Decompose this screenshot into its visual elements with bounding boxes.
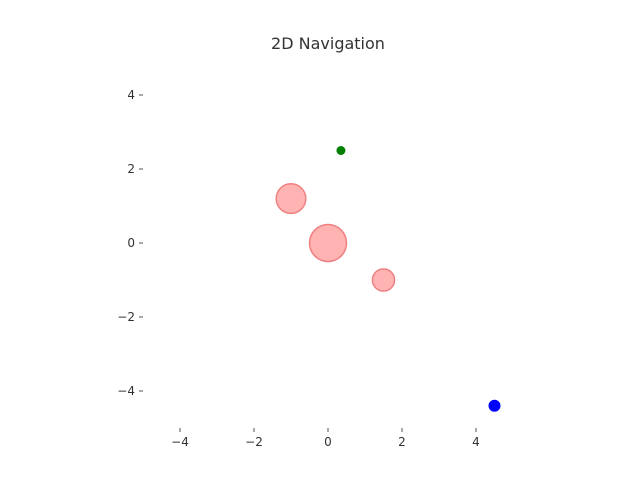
obstacle-marker — [308, 223, 348, 263]
y-tick-label: 4 — [127, 88, 135, 102]
plot-area: −4 −2 0 2 4 −4 −2 0 2 4 — [117, 88, 501, 449]
goal-marker — [336, 146, 346, 155]
chart-title: 2D Navigation — [271, 34, 385, 53]
y-tick-label: 0 — [127, 236, 135, 250]
agent-marker — [488, 399, 501, 412]
x-tick-label: −4 — [171, 435, 189, 449]
x-tick-label: 0 — [324, 435, 332, 449]
y-tick-label: −4 — [117, 384, 135, 398]
obstacle-marker — [275, 183, 307, 215]
y-tick-label: 2 — [127, 162, 135, 176]
x-tick-label: −2 — [245, 435, 263, 449]
obstacle-marker — [371, 268, 396, 292]
y-tick-label: −2 — [117, 310, 135, 324]
x-tick-label: 4 — [472, 435, 480, 449]
x-tick-label: 2 — [398, 435, 406, 449]
